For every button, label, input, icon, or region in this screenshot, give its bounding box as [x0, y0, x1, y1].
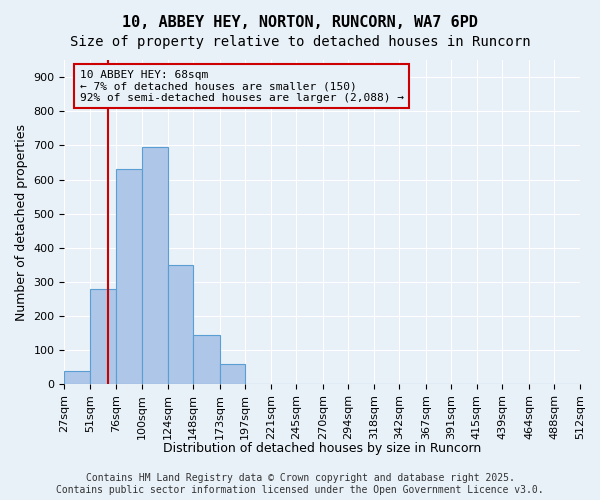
Bar — [167, 265, 193, 384]
Bar — [116, 170, 142, 384]
X-axis label: Distribution of detached houses by size in Runcorn: Distribution of detached houses by size … — [163, 442, 481, 455]
Bar — [64, 370, 90, 384]
Text: 10, ABBEY HEY, NORTON, RUNCORN, WA7 6PD: 10, ABBEY HEY, NORTON, RUNCORN, WA7 6PD — [122, 15, 478, 30]
Y-axis label: Number of detached properties: Number of detached properties — [15, 124, 28, 320]
Text: Size of property relative to detached houses in Runcorn: Size of property relative to detached ho… — [70, 35, 530, 49]
Bar — [193, 335, 220, 384]
Text: Contains HM Land Registry data © Crown copyright and database right 2025.
Contai: Contains HM Land Registry data © Crown c… — [56, 474, 544, 495]
Bar — [220, 364, 245, 384]
Text: 10 ABBEY HEY: 68sqm
← 7% of detached houses are smaller (150)
92% of semi-detach: 10 ABBEY HEY: 68sqm ← 7% of detached hou… — [80, 70, 404, 103]
Bar — [90, 289, 116, 384]
Bar — [142, 147, 167, 384]
